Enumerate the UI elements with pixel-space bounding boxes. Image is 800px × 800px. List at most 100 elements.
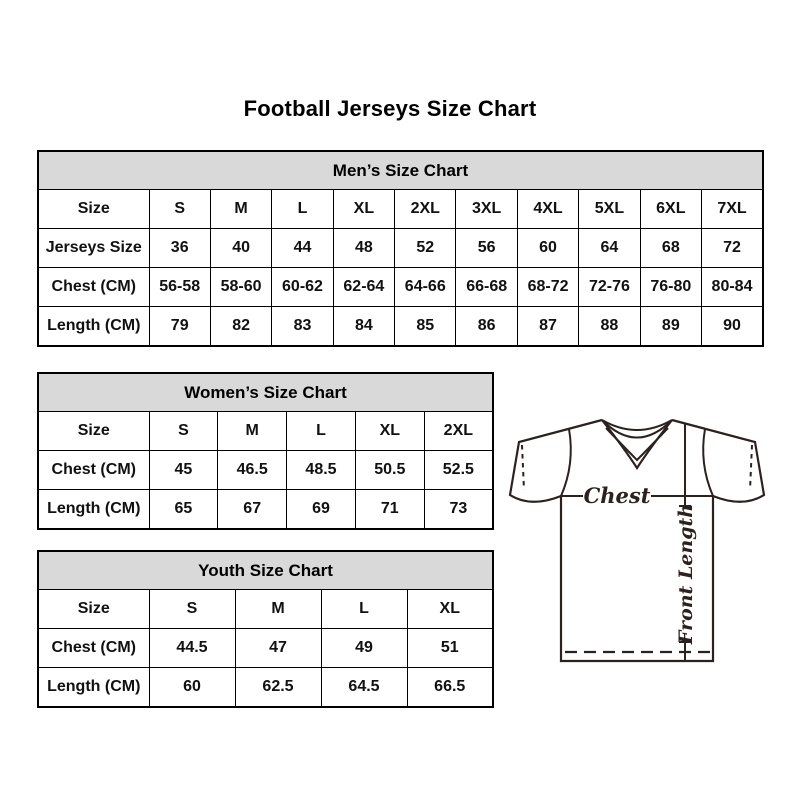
jersey-measurement-diagram: Chest Front Length [508, 418, 766, 663]
value-cell: S [148, 189, 211, 229]
table-row: Chest (CM) 45 46.5 48.5 50.5 52.5 [37, 450, 494, 490]
value-cell: 65 [148, 489, 219, 530]
value-cell: 68 [639, 228, 703, 268]
value-cell: 64.5 [320, 667, 408, 708]
value-cell: 71 [354, 489, 425, 530]
value-cell: 83 [271, 306, 334, 347]
mens-size-chart-table: Men’s Size Chart Size S M L XL 2XL 3XL 4XL 5XL 6XL… [37, 150, 764, 347]
value-cell: 86 [455, 306, 518, 347]
value-cell: 66.5 [406, 667, 494, 708]
table-section-header: Men’s Size Chart [37, 150, 764, 190]
value-cell: 90 [701, 306, 764, 347]
value-cell: 52 [394, 228, 457, 268]
row-label-cell: Size [37, 189, 150, 229]
value-cell: 2XL [423, 411, 494, 451]
page-title: Football Jerseys Size Chart [243, 96, 537, 121]
value-cell: 48 [332, 228, 396, 268]
collar-inner-v [605, 427, 669, 462]
table-row: Chest (CM) 44.5 47 49 51 [37, 628, 494, 668]
table-row: Length (CM) 65 67 69 71 73 [37, 489, 494, 530]
value-cell: 72 [701, 228, 764, 268]
value-cell: 82 [209, 306, 273, 347]
value-cell: 64 [578, 228, 641, 268]
value-cell: 68-72 [516, 267, 580, 307]
row-label-cell: Chest (CM) [37, 450, 150, 490]
value-cell: 62-64 [332, 267, 396, 307]
table-row: Chest (CM) 56-58 58-60 60-62 62-64 64-66 66-68… [37, 267, 764, 307]
value-cell: 47 [234, 628, 322, 668]
value-cell: 89 [639, 306, 703, 347]
value-cell: 6XL [639, 189, 703, 229]
table-row: Size S M L XL 2XL 3XL 4XL 5XL 6XL 7XL [37, 189, 764, 229]
value-cell: 52.5 [423, 450, 494, 490]
value-cell: 50.5 [354, 450, 425, 490]
value-cell: 80-84 [701, 267, 764, 307]
front-length-label: Front Length [675, 504, 697, 645]
value-cell: L [286, 411, 356, 451]
value-cell: XL [354, 411, 425, 451]
jersey-outline [508, 418, 766, 663]
value-cell: L [320, 589, 408, 629]
value-cell: XL [332, 189, 396, 229]
front-length-label-backing [672, 509, 697, 640]
value-cell: 73 [423, 489, 494, 530]
value-cell: 56 [455, 228, 518, 268]
table-row: Length (CM) 60 62.5 64.5 66.5 [37, 667, 494, 708]
value-cell: 56-58 [148, 267, 211, 307]
row-label-cell: Length (CM) [37, 489, 150, 530]
value-cell: 60-62 [271, 267, 334, 307]
left-cuff-stitch-dashes [521, 444, 525, 491]
row-label-cell: Size [37, 589, 150, 629]
left-armhole-seam [560, 428, 572, 497]
table-row: Jerseys Size 36 40 44 48 52 56 60 64 68 72 [37, 228, 764, 268]
value-cell: M [217, 411, 288, 451]
value-cell: 87 [516, 306, 580, 347]
table-row: Size S M L XL 2XL [37, 411, 494, 451]
value-cell: 49 [320, 628, 408, 668]
value-cell: 62.5 [234, 667, 322, 708]
row-label-cell: Length (CM) [37, 306, 150, 347]
value-cell: 2XL [394, 189, 457, 229]
row-label-cell: Chest (CM) [37, 628, 150, 668]
value-cell: 69 [286, 489, 356, 530]
value-cell: 79 [148, 306, 211, 347]
collar-back-curve [601, 419, 673, 431]
table-section-header: Women’s Size Chart [37, 372, 494, 412]
right-armhole-seam [702, 428, 714, 497]
value-cell: 58-60 [209, 267, 273, 307]
value-cell: S [148, 589, 236, 629]
value-cell: 45 [148, 450, 219, 490]
right-cuff-stitch-dashes [749, 444, 753, 491]
womens-size-chart-table: Women’s Size Chart Size S M L XL 2XL Chest (CM)… [37, 372, 494, 530]
collar-front-curve [601, 419, 673, 439]
value-cell: 46.5 [217, 450, 288, 490]
value-cell: 44.5 [148, 628, 236, 668]
value-cell: 60 [148, 667, 236, 708]
value-cell: 7XL [701, 189, 764, 229]
value-cell: 72-76 [578, 267, 641, 307]
chest-label-backing [583, 483, 651, 507]
row-label-cell: Size [37, 411, 150, 451]
row-label-cell: Chest (CM) [37, 267, 150, 307]
value-cell: L [271, 189, 334, 229]
row-label-cell: Jerseys Size [37, 228, 150, 268]
value-cell: 60 [516, 228, 580, 268]
value-cell: 85 [394, 306, 457, 347]
chest-label: Chest [584, 483, 651, 508]
value-cell: 36 [148, 228, 211, 268]
value-cell: M [234, 589, 322, 629]
value-cell: 64-66 [394, 267, 457, 307]
value-cell: 44 [271, 228, 334, 268]
youth-size-chart-table: Youth Size Chart Size S M L XL Chest (CM) 44.5 4… [37, 550, 494, 708]
value-cell: 40 [209, 228, 273, 268]
value-cell: M [209, 189, 273, 229]
value-cell: 67 [217, 489, 288, 530]
value-cell: 5XL [578, 189, 641, 229]
table-row: Size S M L XL [37, 589, 494, 629]
value-cell: 3XL [455, 189, 518, 229]
row-label-cell: Length (CM) [37, 667, 150, 708]
value-cell: XL [406, 589, 494, 629]
value-cell: 84 [332, 306, 396, 347]
value-cell: 4XL [516, 189, 580, 229]
value-cell: S [148, 411, 219, 451]
